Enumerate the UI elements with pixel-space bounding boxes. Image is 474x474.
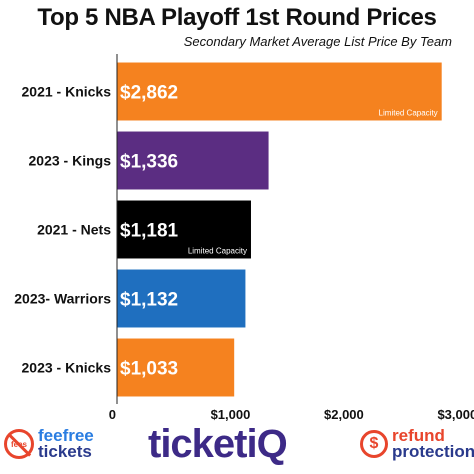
refund-protection-logo: $ refund protection	[360, 426, 474, 461]
data-label: $1,132	[120, 290, 178, 311]
no-fees-icon: fees	[4, 429, 34, 459]
x-tick-label: $3,000	[437, 407, 474, 422]
bar	[117, 338, 235, 397]
data-label: $1,033	[120, 359, 178, 380]
footer: fees feefree tickets ticketiQ $ refund p…	[0, 422, 474, 474]
chart-subtitle: Secondary Market Average List Price By T…	[183, 34, 452, 49]
feefree-label: feefree	[38, 426, 94, 445]
category-label: 2023- Warriors	[14, 291, 111, 307]
bar	[117, 269, 246, 328]
bar	[117, 131, 269, 190]
feefree-logo: fees feefree tickets	[4, 426, 94, 461]
x-tick-label: $2,000	[324, 407, 364, 422]
x-tick-label: 0	[109, 407, 116, 422]
protection-label: protection	[392, 442, 474, 461]
annotation-label: Limited Capacity	[379, 108, 438, 117]
chart-title: Top 5 NBA Playoff 1st Round Prices	[37, 4, 437, 31]
data-label: $1,181	[120, 221, 179, 242]
category-label: 2023 - Kings	[29, 153, 112, 169]
category-label: 2023 - Knicks	[22, 360, 112, 376]
data-label: $1,336	[120, 152, 178, 173]
refund-label: refund	[392, 426, 445, 445]
bar-chart: $2,862 2021 - Knicks Limited Capacity $1,33…	[14, 54, 474, 422]
bar	[117, 62, 442, 121]
category-label: 2021 - Nets	[37, 222, 111, 238]
annotation-label: Limited Capacity	[188, 246, 247, 255]
dollar-shield-icon: $	[360, 430, 388, 458]
tickets-label: tickets	[38, 442, 92, 461]
bar	[117, 200, 251, 259]
data-label: $2,862	[120, 83, 178, 104]
category-label: 2021 - Knicks	[22, 84, 112, 100]
x-tick-label: $1,000	[211, 407, 251, 422]
ticketiq-logo: ticketiQ	[148, 422, 288, 466]
